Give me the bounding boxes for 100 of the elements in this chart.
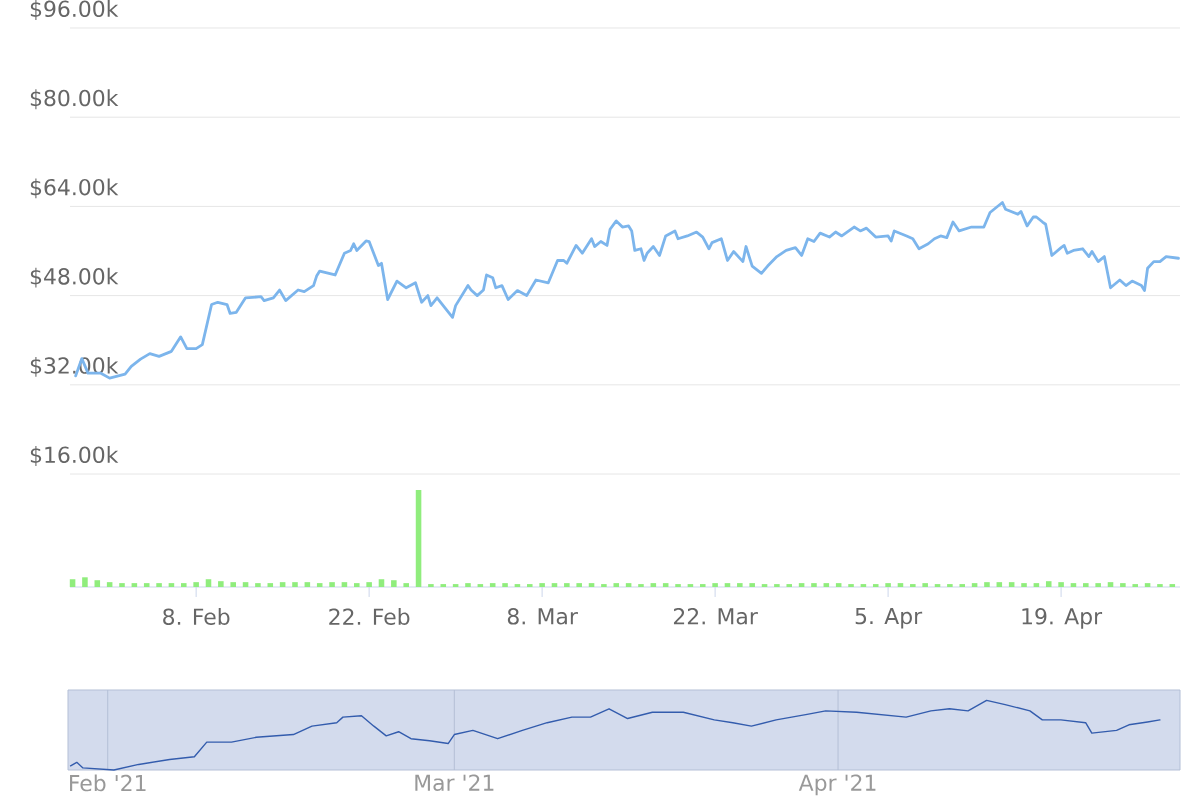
bar	[378, 579, 385, 587]
bar	[947, 584, 953, 587]
bar	[1144, 583, 1151, 587]
bar	[304, 582, 311, 587]
y-tick-label: $16.00k	[30, 446, 119, 466]
bar	[774, 584, 780, 587]
bar	[156, 583, 162, 587]
bar	[1033, 583, 1040, 587]
y-tick-label: $48.00k	[30, 267, 119, 288]
bar	[403, 583, 409, 587]
y-tick-label: $64.00k	[30, 178, 119, 199]
bar	[1169, 584, 1176, 587]
bar	[576, 583, 582, 587]
bar	[143, 583, 150, 587]
bar	[848, 584, 854, 587]
bar	[218, 581, 224, 587]
x-tick-label: 19. Apr	[1022, 608, 1103, 629]
bar	[255, 583, 261, 587]
x-tick-label: 22. Mar	[673, 608, 758, 625]
bar	[477, 584, 484, 587]
bar	[205, 579, 212, 587]
bar	[675, 584, 681, 587]
bar	[798, 583, 805, 587]
bar	[1021, 583, 1027, 587]
bar	[922, 583, 928, 587]
bar	[860, 584, 867, 587]
bar	[106, 582, 113, 587]
bar	[737, 583, 743, 587]
bar	[786, 584, 793, 587]
bar	[1045, 581, 1052, 587]
bar	[428, 584, 434, 587]
y-tick-label: $96.00k	[30, 0, 119, 20]
bar	[1070, 583, 1077, 587]
bar	[465, 583, 471, 587]
bar	[588, 583, 595, 587]
bar	[749, 583, 755, 587]
bar	[724, 583, 731, 587]
bar	[897, 583, 904, 587]
bar	[415, 490, 422, 587]
bar	[1132, 584, 1139, 587]
x-tick-label: Feb '21	[70, 774, 146, 792]
bar	[613, 583, 620, 587]
x-tick-label: 5. Apr	[855, 608, 923, 629]
bar	[996, 582, 1003, 587]
x-tick-label: 22. Feb	[329, 608, 410, 625]
bar	[69, 579, 76, 587]
bar	[440, 584, 447, 587]
bar	[502, 583, 508, 587]
x-tick-label: 8. Feb	[163, 608, 230, 625]
bar	[638, 584, 644, 587]
bar	[835, 583, 842, 587]
x-tick-label: Apr '21	[798, 774, 876, 796]
bar	[1157, 584, 1163, 587]
bar	[316, 583, 323, 587]
bar	[564, 583, 570, 587]
bar	[910, 584, 916, 587]
bar	[1058, 582, 1064, 587]
bar	[1083, 583, 1089, 587]
bar	[699, 584, 706, 587]
bar	[687, 584, 694, 587]
bar	[279, 582, 286, 587]
bar	[934, 584, 941, 587]
bar	[131, 583, 138, 587]
bar	[391, 580, 397, 587]
bar	[551, 583, 558, 587]
bar	[366, 582, 372, 587]
bar	[872, 584, 879, 587]
bar	[193, 582, 199, 587]
bar	[452, 584, 459, 587]
bar	[823, 583, 830, 587]
bar	[353, 583, 360, 587]
bar	[526, 584, 533, 587]
bar	[119, 583, 125, 587]
bar	[230, 582, 236, 587]
bar	[761, 584, 768, 587]
bar	[625, 583, 632, 587]
bar	[267, 583, 274, 587]
bar	[539, 583, 545, 587]
bar	[971, 583, 978, 587]
bar	[489, 583, 496, 587]
bar	[181, 583, 187, 587]
bar	[168, 583, 175, 587]
bar	[514, 584, 521, 587]
bar	[811, 583, 817, 587]
bar	[662, 583, 669, 587]
x-tick-label: 8. Mar	[507, 608, 578, 625]
bar	[242, 582, 249, 587]
bar	[712, 583, 718, 587]
bar	[650, 583, 657, 587]
x-tick-label: Mar '21	[415, 774, 494, 791]
y-tick-label: $80.00k	[30, 89, 119, 110]
bar	[82, 577, 88, 587]
bar	[1120, 583, 1126, 587]
bar	[94, 580, 101, 587]
bar	[959, 584, 966, 587]
bar	[1008, 582, 1015, 587]
bar	[885, 583, 891, 587]
bar	[1095, 583, 1101, 587]
bar	[341, 582, 348, 587]
bar	[329, 582, 335, 587]
